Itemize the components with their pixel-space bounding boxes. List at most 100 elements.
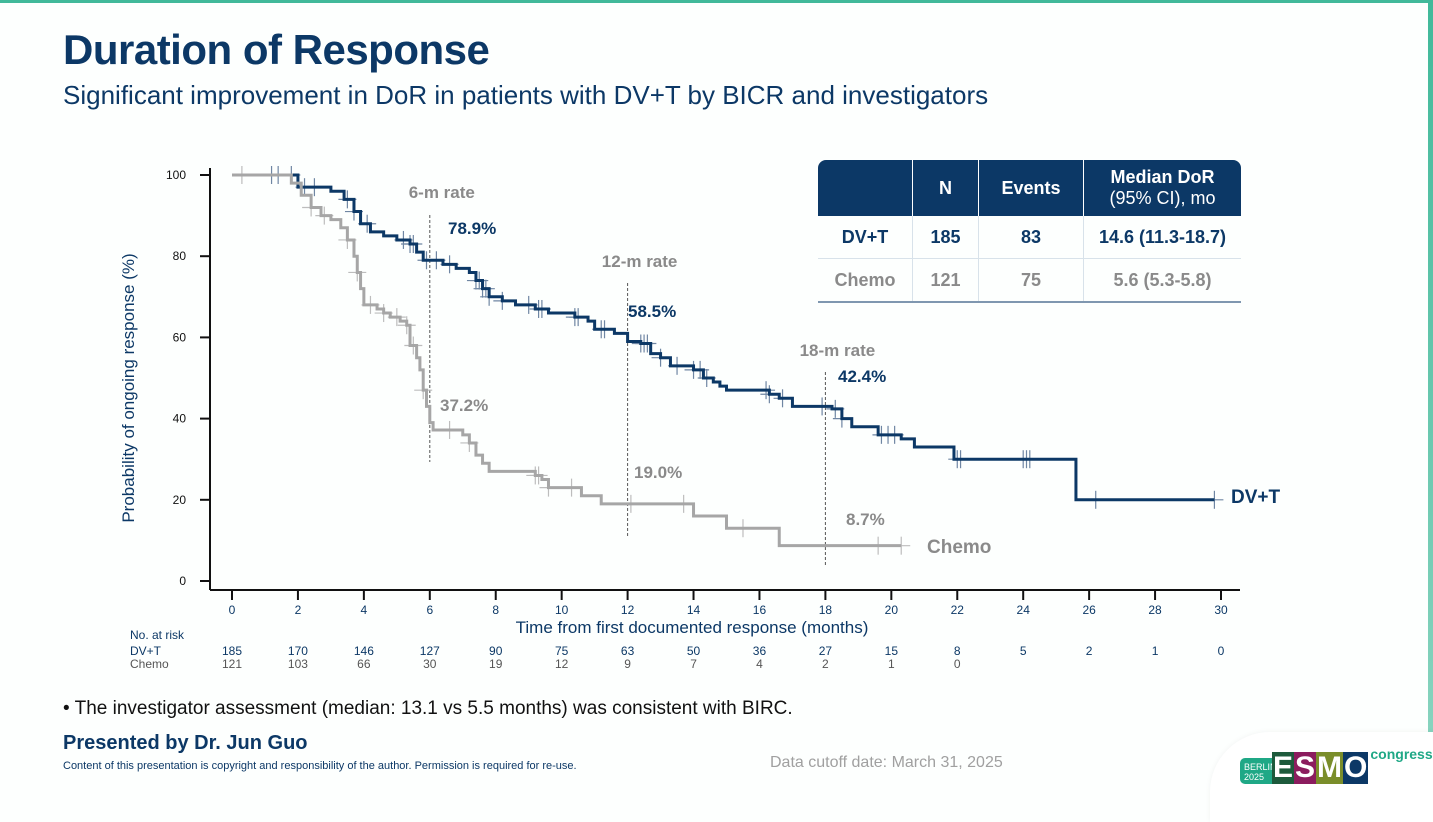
- x-axis-label: Time from first documented response (mon…: [516, 618, 869, 637]
- stats-header-median-line1: Median DoR: [1110, 167, 1215, 187]
- risk-count: 121: [222, 657, 242, 671]
- logo-letter-o: O: [1343, 751, 1369, 784]
- risk-count: 1: [1152, 644, 1159, 658]
- km-curve-chemo: [232, 173, 902, 548]
- stats-header-median: Median DoR (95% CI), mo: [1083, 160, 1241, 216]
- risk-count: 8: [954, 644, 961, 658]
- stats-header-events: Events: [978, 160, 1084, 216]
- copyright-notice: Content of this presentation is copyrigh…: [63, 760, 577, 772]
- right-accent-bar: [1428, 0, 1433, 812]
- rate-value-chemo: 8.7%: [846, 510, 885, 529]
- presenter: Presented by Dr. Jun Guo: [63, 732, 308, 754]
- risk-table-title: No. at risk: [130, 628, 185, 642]
- risk-row-label: DV+T: [130, 644, 162, 658]
- risk-count: 0: [1218, 644, 1225, 658]
- x-tick-label: 10: [555, 603, 569, 617]
- y-axis-label: Probability of ongoing response (%): [119, 253, 138, 522]
- risk-count: 75: [555, 644, 569, 658]
- stats-arm: DV+T: [818, 216, 913, 259]
- stats-events: 75: [978, 258, 1084, 303]
- stats-header-row: N Events Median DoR (95% CI), mo: [818, 160, 1241, 216]
- x-tick-label: 16: [753, 603, 767, 617]
- risk-count: 5: [1020, 644, 1027, 658]
- risk-count: 12: [555, 657, 569, 671]
- series-label-chemo: Chemo: [927, 537, 991, 558]
- stats-n: 121: [912, 258, 979, 303]
- rate-value-chemo: 19.0%: [634, 463, 682, 482]
- rate-value-dvt: 78.9%: [448, 219, 496, 238]
- rate-value-dvt: 42.4%: [838, 367, 886, 386]
- logo-letter-m: M: [1316, 751, 1344, 784]
- rate-marker-label: 12-m rate: [602, 252, 678, 271]
- risk-count: 2: [1086, 644, 1093, 658]
- risk-count: 30: [423, 657, 437, 671]
- y-tick-label: 40: [173, 412, 187, 426]
- stats-header-arm: [818, 160, 913, 216]
- risk-count: 90: [489, 644, 503, 658]
- risk-count: 127: [420, 644, 440, 658]
- logo-letter-s: S: [1294, 751, 1317, 784]
- risk-count: 7: [690, 657, 697, 671]
- km-curve-dvt: [232, 173, 1215, 502]
- stats-arm: Chemo: [818, 258, 913, 303]
- stats-events: 83: [978, 216, 1084, 259]
- risk-count: 0: [954, 657, 961, 671]
- x-tick-label: 8: [492, 603, 499, 617]
- data-cutoff: Data cutoff date: March 31, 2025: [770, 754, 1003, 771]
- rate-marker-label: 6-m rate: [409, 183, 475, 202]
- y-tick-label: 60: [173, 330, 187, 344]
- risk-count: 4: [756, 657, 763, 671]
- x-tick-label: 30: [1214, 603, 1228, 617]
- x-tick-label: 24: [1017, 603, 1031, 617]
- page-title: Duration of Response: [63, 26, 490, 73]
- x-tick-label: 26: [1082, 603, 1096, 617]
- x-tick-label: 6: [426, 603, 433, 617]
- x-tick-label: 14: [687, 603, 701, 617]
- x-tick-label: 22: [951, 603, 965, 617]
- risk-count: 63: [621, 644, 635, 658]
- x-tick-label: 2: [295, 603, 302, 617]
- stats-row-chemo: Chemo 121 75 5.6 (5.3-5.8): [818, 258, 1241, 303]
- rate-marker-label: 18-m rate: [800, 341, 876, 360]
- risk-count: 103: [288, 657, 308, 671]
- stats-median: 14.6 (11.3-18.7): [1083, 216, 1241, 259]
- logo-city-name: BERLIN: [1244, 762, 1277, 772]
- y-tick-label: 20: [173, 493, 187, 507]
- risk-count: 50: [687, 644, 701, 658]
- logo-esmo: E S M O: [1272, 751, 1369, 784]
- risk-count: 185: [222, 644, 242, 658]
- y-tick-label: 100: [166, 168, 186, 182]
- logo-letter-e: E: [1272, 751, 1295, 784]
- risk-count: 2: [822, 657, 829, 671]
- series-label-dvt: DV+T: [1231, 487, 1280, 508]
- logo-year: 2025: [1244, 772, 1265, 782]
- x-tick-label: 28: [1148, 603, 1162, 617]
- stats-n: 185: [912, 216, 979, 259]
- stats-header-n: N: [912, 160, 979, 216]
- rate-value-chemo: 37.2%: [440, 396, 488, 415]
- esmo-logo: BERLIN 2025 E S M O congress: [1240, 746, 1433, 784]
- y-tick-label: 80: [173, 249, 187, 263]
- x-tick-label: 20: [885, 603, 899, 617]
- risk-count: 9: [624, 657, 631, 671]
- x-tick-label: 12: [621, 603, 635, 617]
- stats-header-median-line2: (95% CI), mo: [1109, 188, 1216, 208]
- investigator-note: • The investigator assessment (median: 1…: [63, 698, 793, 719]
- stats-row-dvt: DV+T 185 83 14.6 (11.3-18.7): [818, 216, 1241, 259]
- risk-count: 36: [753, 644, 767, 658]
- risk-count: 19: [489, 657, 503, 671]
- x-tick-label: 18: [819, 603, 833, 617]
- top-accent-bar: [0, 0, 1433, 3]
- x-tick-label: 4: [361, 603, 368, 617]
- risk-count: 170: [288, 644, 308, 658]
- x-tick-label: 0: [229, 603, 236, 617]
- risk-count: 15: [885, 644, 899, 658]
- y-tick-label: 0: [179, 574, 186, 588]
- risk-count: 27: [819, 644, 833, 658]
- stats-table: N Events Median DoR (95% CI), mo DV+T 18…: [818, 160, 1241, 303]
- logo-congress: congress: [1370, 746, 1433, 762]
- rate-value-dvt: 58.5%: [628, 302, 676, 321]
- risk-count: 1: [888, 657, 895, 671]
- risk-count: 66: [357, 657, 371, 671]
